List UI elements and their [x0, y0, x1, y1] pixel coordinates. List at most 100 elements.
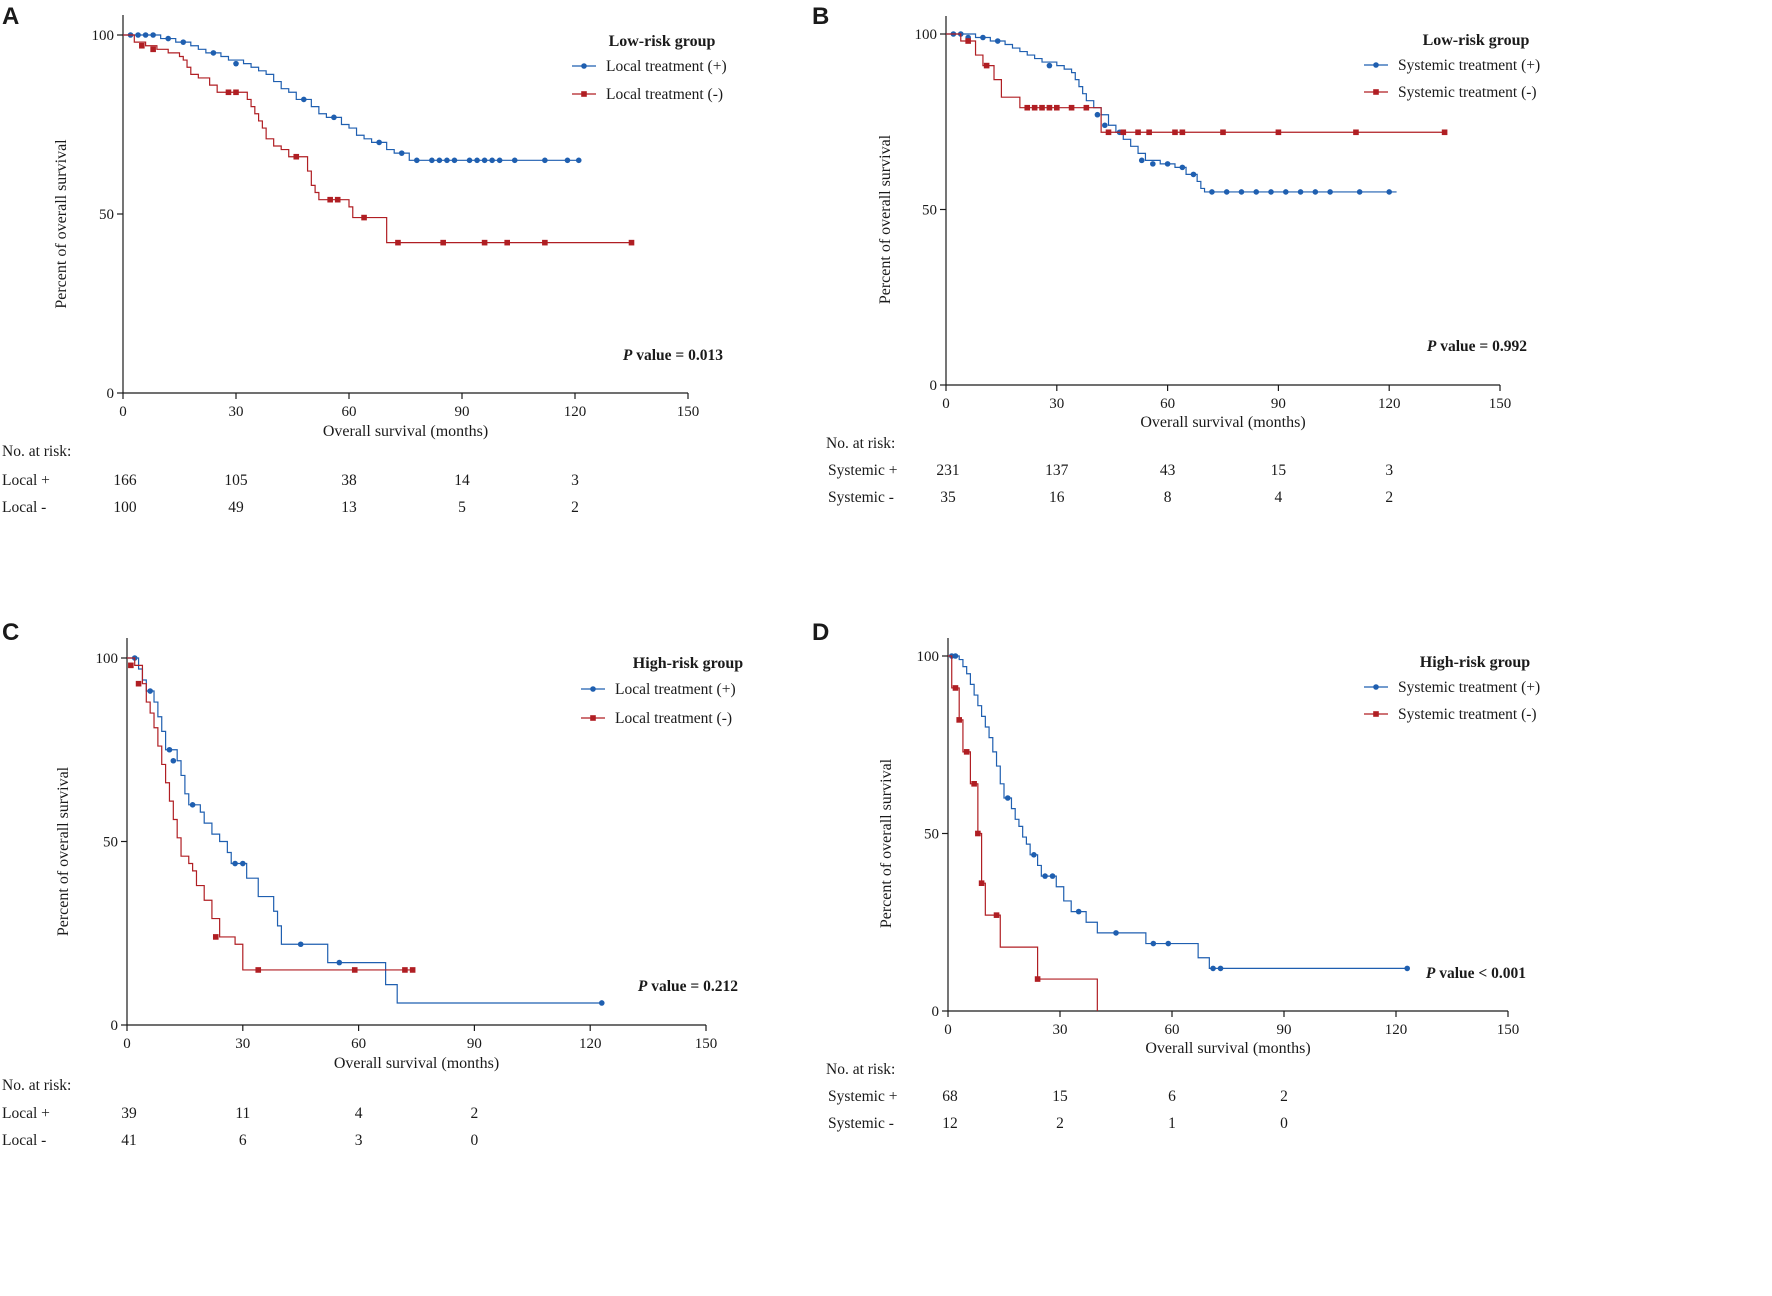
- panel-label: B: [812, 3, 829, 30]
- censor-mark: [139, 42, 145, 49]
- p-symbol: P: [1427, 338, 1437, 355]
- x-tick-label: 60: [1160, 396, 1175, 412]
- censor-mark: [993, 912, 1000, 918]
- x-tick-label: 120: [1385, 1022, 1408, 1038]
- legend-entry: Local treatment (-): [581, 710, 732, 727]
- legend-marker: [1373, 62, 1379, 68]
- y-tick-label: 100: [92, 28, 115, 44]
- censor-mark: [166, 746, 173, 753]
- censor-mark: [1268, 189, 1274, 195]
- legend-label: Local treatment (-): [606, 86, 723, 103]
- x-tick-label: 30: [1053, 1022, 1068, 1038]
- y-tick-label: 0: [930, 378, 938, 394]
- censor-mark: [1105, 129, 1112, 136]
- censor-mark: [481, 157, 488, 164]
- legend-entry: Local treatment (+): [572, 58, 727, 75]
- risk-row-label: Local -: [2, 499, 46, 516]
- censor-mark: [376, 139, 382, 146]
- group-title: Low-risk group: [1423, 32, 1530, 49]
- series-untreated: [127, 657, 416, 973]
- p-symbol: P: [623, 347, 633, 364]
- risk-count: 39: [121, 1105, 137, 1122]
- x-tick-label: 150: [1489, 396, 1512, 412]
- censor-mark: [436, 157, 443, 164]
- censor-mark: [1172, 129, 1178, 136]
- censor-mark: [575, 157, 582, 164]
- x-tick-label: 90: [455, 404, 470, 420]
- km-panel-a: A 0 30 60 90 120 150 0 50 100 Overall survival (mo…: [2, 3, 727, 516]
- group-title: High-risk group: [1420, 654, 1531, 671]
- x-tick-label: 90: [1271, 396, 1286, 412]
- censor-mark: [293, 153, 300, 160]
- censor-mark: [142, 32, 149, 38]
- censor-mark: [1210, 965, 1216, 972]
- censor-mark: [1353, 129, 1359, 136]
- risk-count: 100: [113, 499, 137, 516]
- legend-entry: Systemic treatment (-): [1364, 706, 1537, 723]
- y-tick-label: 100: [917, 649, 940, 665]
- censor-mark: [1031, 104, 1038, 111]
- censor-mark: [975, 830, 981, 837]
- survival-curve: [946, 33, 1445, 133]
- risk-count: 38: [341, 472, 357, 489]
- censor-mark: [628, 239, 635, 246]
- censor-mark: [978, 880, 985, 886]
- legend-entry: Systemic treatment (-): [1364, 84, 1537, 101]
- risk-count: 166: [113, 472, 137, 489]
- censor-mark: [1068, 104, 1075, 111]
- censor-mark: [1083, 104, 1090, 111]
- risk-table-title: No. at risk:: [2, 1077, 71, 1094]
- censor-mark: [1441, 129, 1448, 136]
- legend-label: Local treatment (+): [615, 681, 736, 698]
- censor-mark: [1297, 189, 1304, 195]
- risk-count: 2: [1280, 1088, 1288, 1105]
- x-tick-label: 0: [119, 404, 127, 420]
- censor-mark: [331, 114, 337, 121]
- censor-mark: [233, 60, 239, 67]
- legend-marker: [581, 63, 587, 69]
- censor-mark: [1024, 104, 1031, 111]
- p-value-text: value < 0.001: [1435, 965, 1526, 982]
- censor-mark: [351, 967, 358, 973]
- p-symbol: P: [638, 978, 648, 995]
- censor-mark: [1150, 161, 1156, 167]
- censor-mark: [1120, 129, 1127, 136]
- censor-mark: [128, 662, 134, 669]
- censor-mark: [147, 688, 153, 694]
- censor-mark: [1042, 873, 1048, 879]
- censor-mark: [496, 157, 503, 164]
- censor-mark: [1217, 965, 1224, 972]
- censor-mark: [409, 967, 416, 973]
- p-value-text: value = 0.212: [647, 978, 738, 995]
- censor-mark: [189, 802, 196, 808]
- legend-entry: Local treatment (-): [572, 86, 723, 103]
- censor-mark: [1404, 965, 1410, 972]
- y-tick-label: 0: [932, 1004, 940, 1020]
- risk-count: 2: [471, 1105, 479, 1122]
- censor-mark: [1046, 62, 1053, 69]
- censor-mark: [956, 717, 962, 723]
- group-title: High-risk group: [633, 655, 744, 672]
- x-tick-label: 150: [1497, 1022, 1520, 1038]
- risk-row-label: Systemic -: [828, 489, 894, 506]
- p-symbol: P: [1426, 965, 1436, 982]
- censor-mark: [398, 150, 405, 156]
- censor-mark: [334, 196, 341, 203]
- censor-mark: [1223, 189, 1230, 195]
- risk-count: 5: [458, 499, 466, 516]
- y-axis-label: Percent of overall survival: [877, 134, 894, 304]
- censor-mark: [336, 959, 343, 966]
- censor-mark: [952, 653, 959, 659]
- x-tick-label: 90: [467, 1036, 482, 1052]
- risk-count: 137: [1045, 462, 1069, 479]
- x-tick-label: 30: [229, 404, 244, 420]
- y-tick-label: 100: [96, 651, 119, 667]
- legend-label: Systemic treatment (-): [1398, 84, 1537, 101]
- risk-count: 4: [1275, 489, 1283, 506]
- legend-label: Systemic treatment (+): [1398, 679, 1540, 696]
- censor-mark: [1138, 157, 1145, 164]
- risk-count: 3: [571, 472, 579, 489]
- risk-count: 6: [239, 1132, 247, 1149]
